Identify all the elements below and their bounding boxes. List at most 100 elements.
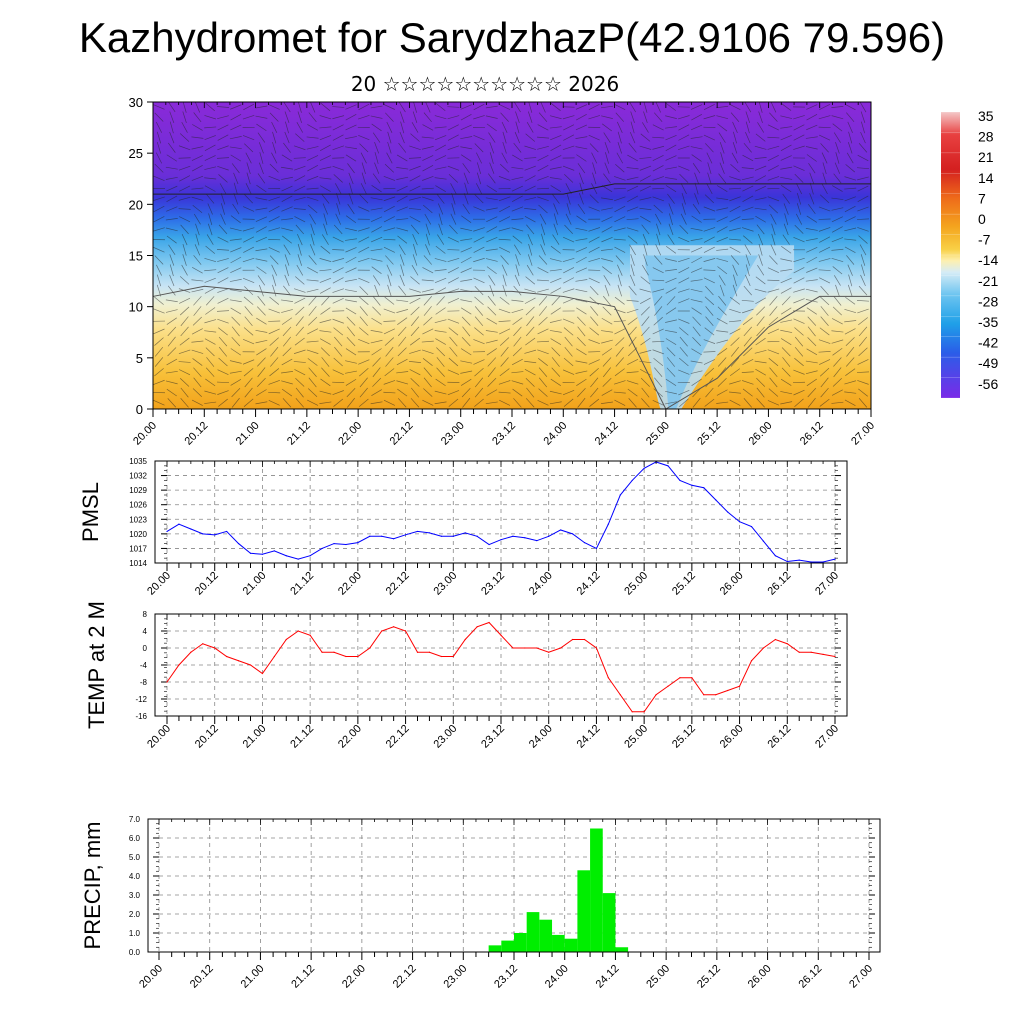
wind-barb xyxy=(771,223,776,236)
wind-barb xyxy=(592,162,597,175)
wind-barb xyxy=(191,146,204,150)
wind-barb xyxy=(640,337,651,346)
wind-barb xyxy=(359,387,368,398)
wind-barb xyxy=(294,216,306,223)
wind-barb xyxy=(268,328,280,335)
cs-tick-label: 21.00 xyxy=(234,420,262,448)
temp-point xyxy=(345,655,347,658)
wind-barb xyxy=(422,175,434,181)
wind-barb xyxy=(204,401,217,404)
pmsl-point xyxy=(524,537,526,539)
pmsl-tick-label: 24.12 xyxy=(575,570,603,598)
wind-barb xyxy=(499,296,510,305)
wind-barb xyxy=(601,207,613,211)
wind-barb xyxy=(818,351,831,353)
wind-barb xyxy=(180,398,189,408)
wind-barb xyxy=(282,326,292,337)
wind-barb xyxy=(473,103,485,111)
wind-barb xyxy=(576,348,587,356)
wind-barb xyxy=(845,296,856,305)
wind-barb xyxy=(167,347,177,357)
wind-barb xyxy=(345,104,357,110)
wind-barb xyxy=(447,288,460,293)
wind-barb xyxy=(831,237,844,243)
wind-barb xyxy=(409,165,421,171)
wind-barb xyxy=(486,216,498,222)
temp-point xyxy=(738,685,741,687)
wind-barb xyxy=(732,141,738,154)
wind-barb xyxy=(822,162,827,175)
wind-barb xyxy=(319,330,332,333)
wind-barb xyxy=(474,316,484,327)
wind-barb xyxy=(396,154,408,162)
wind-barb xyxy=(846,255,855,265)
wind-barb xyxy=(589,194,599,204)
wind-barb xyxy=(847,121,853,134)
wind-barb xyxy=(332,124,344,131)
wind-barb xyxy=(780,185,792,193)
wind-barb xyxy=(204,185,216,192)
wind-barb xyxy=(358,359,370,365)
wind-barb xyxy=(460,154,472,162)
wind-barb xyxy=(614,205,626,213)
wind-barb xyxy=(473,257,485,263)
wind-barb xyxy=(320,102,331,112)
wind-barb xyxy=(451,192,456,205)
wind-barb xyxy=(615,112,625,122)
wind-barb xyxy=(549,177,562,180)
wind-barb xyxy=(281,317,293,325)
precip-tick-label: 25.00 xyxy=(644,963,672,991)
wind-barb xyxy=(525,377,535,387)
wind-barb xyxy=(707,162,712,175)
wind-barb xyxy=(425,102,431,113)
wind-barb xyxy=(333,327,344,336)
wind-barb xyxy=(359,194,369,204)
wind-barb xyxy=(806,247,818,253)
wind-barb xyxy=(423,204,433,214)
pmsl-point xyxy=(667,465,669,467)
wind-barb xyxy=(460,307,472,315)
temp-point xyxy=(536,647,538,649)
wind-barb xyxy=(703,236,715,243)
wind-barb xyxy=(281,185,293,192)
wind-barb xyxy=(614,216,626,223)
wind-barb xyxy=(524,208,537,210)
wind-barb xyxy=(653,204,663,214)
pmsl-panel: 10141017102010231026102910321035PMSL20.0… xyxy=(78,457,848,598)
wind-barb xyxy=(434,401,447,405)
wind-barb xyxy=(781,103,792,111)
wind-barb xyxy=(703,258,716,262)
wind-barb xyxy=(270,357,279,367)
pmsl-tick-label: 20.12 xyxy=(193,570,221,598)
wind-barb xyxy=(742,317,753,326)
wind-barb xyxy=(357,227,370,232)
pmsl-point xyxy=(571,533,574,535)
wind-barb xyxy=(447,390,460,396)
wind-barb xyxy=(511,176,524,181)
wind-barb xyxy=(153,379,165,385)
wind-barb xyxy=(835,284,840,297)
wind-barb xyxy=(780,329,793,333)
wind-barb xyxy=(229,278,242,282)
temp-point xyxy=(297,630,299,632)
wind-barb xyxy=(383,328,395,335)
wind-barb xyxy=(513,326,522,337)
wind-barb xyxy=(360,152,367,164)
wind-barb xyxy=(229,146,242,150)
wind-barb xyxy=(387,284,392,297)
precip-tick-label: 27.00 xyxy=(847,963,875,991)
wind-barb xyxy=(805,228,818,231)
wind-barb xyxy=(781,296,791,306)
wind-barb xyxy=(306,136,319,139)
wind-barb xyxy=(665,126,677,129)
wind-barb xyxy=(487,173,496,184)
wind-barb xyxy=(345,348,357,356)
wind-barb xyxy=(642,122,649,133)
wind-barb xyxy=(616,152,624,164)
wind-barb xyxy=(844,246,856,254)
wind-barb xyxy=(524,215,536,223)
wind-barb xyxy=(307,316,318,326)
wind-barb xyxy=(169,121,174,134)
pmsl-point xyxy=(226,530,228,533)
wind-barb xyxy=(191,349,204,354)
